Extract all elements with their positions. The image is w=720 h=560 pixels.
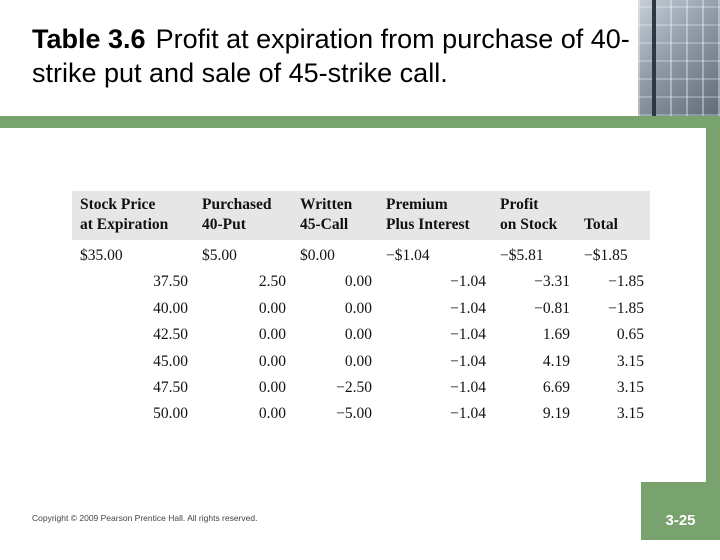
cell-call: 0.00 bbox=[344, 299, 372, 317]
table-caption: Profit at expiration from purchase of 40… bbox=[32, 24, 630, 88]
cell-call: −5.00 bbox=[336, 405, 372, 423]
table-number: Table 3.6 bbox=[32, 24, 146, 54]
cell-stock-price: 37.50 bbox=[153, 273, 188, 291]
table-row: 42.50 0.00 0.00 −1.04 1.69 0.65 bbox=[72, 322, 650, 348]
slide-number-box bbox=[641, 482, 720, 540]
cell-profit: −$5.81 bbox=[500, 247, 544, 264]
cell-premium: −1.04 bbox=[450, 352, 486, 370]
cell-put: 2.50 bbox=[258, 273, 286, 291]
cell-total: 3.15 bbox=[616, 379, 644, 397]
cell-total: 3.15 bbox=[616, 405, 644, 423]
cell-premium: −1.04 bbox=[450, 299, 486, 317]
header-profit-stock: Profit on Stock bbox=[500, 196, 558, 233]
cell-call: $0.00 bbox=[300, 247, 335, 264]
cell-call: −2.50 bbox=[336, 379, 372, 397]
cell-put: 0.00 bbox=[258, 326, 286, 344]
table-row: $35.00 $5.00 $0.00 −$1.04 −$5.81 −$1.85 bbox=[72, 240, 650, 269]
table-row: 45.00 0.00 0.00 −1.04 4.19 3.15 bbox=[72, 349, 650, 375]
cell-stock-price: 40.00 bbox=[153, 299, 188, 317]
header-total: Total bbox=[584, 216, 618, 233]
copyright-notice: Copyright © 2009 Pearson Prentice Hall. … bbox=[32, 513, 258, 523]
cell-premium: −1.04 bbox=[450, 326, 486, 344]
table-header-row: Stock Price at Expiration Purchased 40-Put… bbox=[72, 191, 650, 240]
cell-profit: −3.31 bbox=[534, 273, 570, 291]
cell-call: 0.00 bbox=[344, 352, 372, 370]
cell-total: 3.15 bbox=[616, 352, 644, 370]
cell-profit: 9.19 bbox=[542, 405, 570, 423]
cell-put: 0.00 bbox=[258, 352, 286, 370]
header-purchased-put: Purchased 40-Put bbox=[202, 196, 272, 233]
cell-profit: 4.19 bbox=[542, 352, 570, 370]
cell-put: 0.00 bbox=[258, 405, 286, 423]
cell-put: 0.00 bbox=[258, 299, 286, 317]
cell-call: 0.00 bbox=[344, 273, 372, 291]
header-divider-bar bbox=[0, 116, 720, 128]
cell-total: −$1.85 bbox=[584, 247, 628, 264]
header-written-call: Written 45-Call bbox=[300, 196, 353, 233]
cell-stock-price: 50.00 bbox=[153, 405, 188, 423]
header-stock-price: Stock Price at Expiration bbox=[80, 196, 169, 233]
header-premium: Premium Plus Interest bbox=[386, 196, 470, 233]
cell-premium: −1.04 bbox=[450, 405, 486, 423]
cell-total: −1.85 bbox=[608, 273, 644, 291]
cell-profit: 1.69 bbox=[542, 326, 570, 344]
cell-premium: −$1.04 bbox=[386, 247, 430, 264]
cell-total: 0.65 bbox=[616, 326, 644, 344]
cell-total: −1.85 bbox=[608, 299, 644, 317]
table-row: 37.50 2.50 0.00 −1.04 −3.31 −1.85 bbox=[72, 269, 650, 295]
cell-premium: −1.04 bbox=[450, 273, 486, 291]
slide-title: Table 3.6 Profit at expiration from purch… bbox=[32, 22, 632, 90]
slide-number: 3-25 bbox=[665, 512, 696, 529]
right-accent-bar bbox=[706, 128, 720, 482]
cell-profit: 6.69 bbox=[542, 379, 570, 397]
cell-put: $5.00 bbox=[202, 247, 237, 264]
cell-call: 0.00 bbox=[344, 326, 372, 344]
cell-stock-price: 45.00 bbox=[153, 352, 188, 370]
cell-stock-price: 42.50 bbox=[153, 326, 188, 344]
cell-stock-price: 47.50 bbox=[153, 379, 188, 397]
table-row: 40.00 0.00 0.00 −1.04 −0.81 −1.85 bbox=[72, 296, 650, 322]
table-row: 47.50 0.00 −2.50 −1.04 6.69 3.15 bbox=[72, 375, 650, 401]
corner-photo bbox=[638, 0, 720, 116]
cell-profit: −0.81 bbox=[534, 299, 570, 317]
profit-table: Stock Price at Expiration Purchased 40-Put… bbox=[72, 191, 650, 428]
cell-stock-price: $35.00 bbox=[80, 247, 123, 264]
cell-put: 0.00 bbox=[258, 379, 286, 397]
table-row: 50.00 0.00 −5.00 −1.04 9.19 3.15 bbox=[72, 401, 650, 427]
cell-premium: −1.04 bbox=[450, 379, 486, 397]
